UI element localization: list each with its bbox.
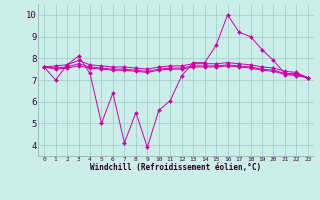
X-axis label: Windchill (Refroidissement éolien,°C): Windchill (Refroidissement éolien,°C) (91, 163, 261, 172)
